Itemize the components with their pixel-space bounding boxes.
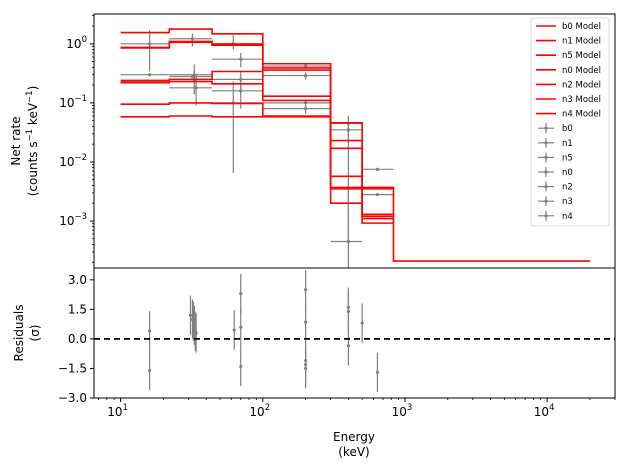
legend-entry-model: n1 Model [536, 37, 601, 47]
spectrum-model-lines [120, 28, 590, 262]
residual-point [346, 291, 350, 332]
residual-point [303, 348, 308, 389]
residual-point [346, 326, 350, 366]
legend-label: n2 Model [562, 80, 601, 90]
legend-entry-model: n0 Model [536, 66, 601, 76]
residual-point [360, 303, 364, 343]
residual-point [375, 352, 380, 393]
residual-point [239, 273, 243, 314]
legend-entry-data: b0 [538, 123, 573, 134]
model-line [120, 102, 394, 220]
data-point [362, 192, 394, 197]
residuals-y-ticks: 3.0 1.5 0.0 −1.5 −3.0 [58, 273, 94, 405]
x-axis-title-line1: Energy [333, 430, 375, 444]
spectrum-panel: 100 10−1 10−2 10−3 Net rate (counts s−1 keV… [9, 13, 616, 272]
legend: b0 Model n1 Model n5 Model n0 Model n2 Model… [530, 17, 610, 227]
y-tick-label: 100 [66, 35, 87, 51]
data-point [362, 167, 394, 171]
legend-label: n5 Model [562, 51, 601, 61]
residual-point [239, 307, 243, 347]
y-tick-label: −3.0 [58, 391, 87, 405]
legend-label: n0 Model [562, 66, 601, 76]
residuals-plot-frame [93, 267, 616, 399]
legend-entry-data: n0 [538, 167, 573, 178]
legend-label: n0 [562, 168, 573, 178]
legend-label: n2 [562, 183, 573, 193]
legend-label: n1 [562, 139, 573, 149]
residual-point [188, 295, 193, 335]
y-tick-label: 10−2 [59, 153, 87, 169]
residual-points [148, 269, 380, 393]
data-point [262, 105, 331, 114]
residual-point [148, 311, 152, 351]
residual-point [232, 310, 236, 350]
legend-label: n5 [562, 153, 573, 163]
data-point [212, 82, 263, 109]
legend-entry-data: n2 [538, 181, 573, 193]
legend-entry-model: n4 Model [536, 110, 601, 120]
legend-label: n3 Model [562, 95, 601, 105]
legend-label: n4 [562, 212, 573, 222]
spectrum-y-axis-title-line2: (counts s−1 keV−1) [25, 86, 40, 197]
legend-entry-model: n2 Model [536, 80, 601, 90]
legend-entry-model: n3 Model [536, 95, 601, 105]
x-tick-label: 102 [249, 403, 270, 419]
data-point [262, 72, 331, 80]
residuals-y-axis-title-line2: (σ) [28, 325, 42, 342]
legend-box [530, 17, 610, 227]
y-tick-label: 0.0 [68, 332, 87, 346]
y-tick-label: 3.0 [68, 273, 87, 287]
legend-label: n3 [562, 197, 573, 207]
y-tick-label: 1.5 [68, 302, 87, 316]
legend-label: b0 Model [562, 22, 601, 32]
x-tick-label: 104 [534, 403, 555, 419]
residuals-plot-area [94, 268, 615, 398]
y-tick-label: −1.5 [58, 361, 87, 375]
residual-point [148, 350, 152, 391]
legend-entry-data: n5 [538, 152, 573, 163]
data-point [169, 33, 213, 47]
residual-point [239, 346, 243, 387]
residuals-panel: 3.0 1.5 0.0 −1.5 −3.0 101 102 103 104 Residuals… [12, 267, 616, 459]
residual-point [303, 302, 308, 342]
legend-entry-model: b0 Model [536, 22, 601, 32]
x-tick-label: 103 [392, 403, 413, 419]
data-point [120, 73, 170, 77]
y-tick-label: 10−3 [59, 212, 87, 228]
spectrum-y-ticks: 100 10−1 10−2 10−3 [59, 15, 94, 263]
legend-label: b0 [562, 124, 573, 134]
data-point [212, 52, 263, 68]
residuals-x-ticks: 101 102 103 104 [98, 398, 616, 419]
data-point [330, 185, 363, 268]
legend-entry-data: n3 [538, 196, 573, 207]
y-tick-label: 10−1 [59, 94, 87, 110]
legend-label: n4 Model [562, 110, 601, 120]
model-line [120, 115, 363, 205]
legend-label: n1 Model [562, 37, 601, 47]
spectrum-y-axis-title-line1: Net rate [9, 116, 23, 165]
data-point [120, 30, 170, 72]
legend-entry-data: n4 [538, 210, 573, 222]
residual-point [194, 313, 198, 353]
data-point [169, 74, 213, 79]
legend-entry-model: n5 Model [536, 51, 601, 61]
x-tick-label: 101 [107, 403, 128, 419]
residuals-y-axis-title-line1: Residuals [12, 305, 26, 362]
x-axis-title-line2: (keV) [338, 445, 369, 459]
legend-entry-data: n1 [538, 137, 573, 149]
